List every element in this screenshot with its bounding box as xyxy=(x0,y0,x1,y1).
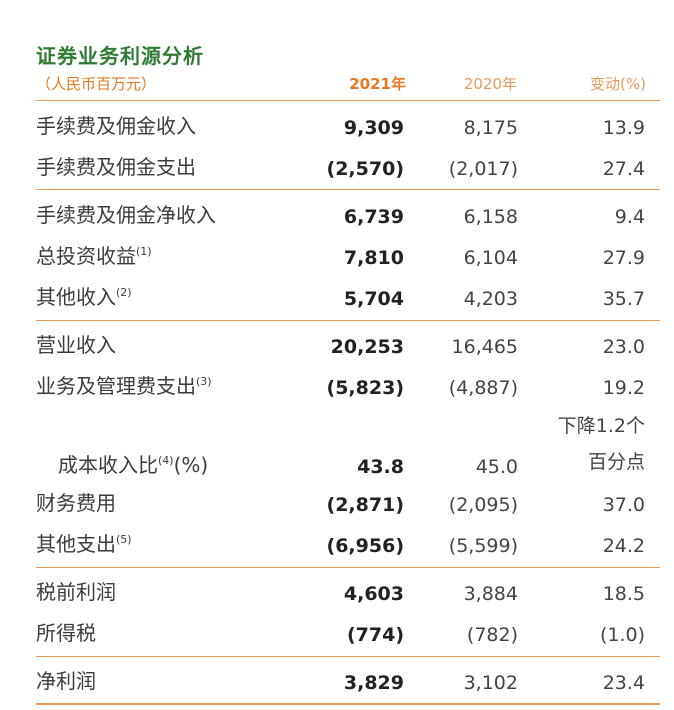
row-label: 财务费用 xyxy=(36,491,116,515)
value-change: 13.9 xyxy=(602,117,645,139)
value-2020: (2,017) xyxy=(448,158,518,180)
col-2020-header: 2020年 xyxy=(463,75,517,93)
value-2021: 20,253 xyxy=(330,336,404,358)
bottom-rule xyxy=(36,703,660,705)
value-2021: 6,739 xyxy=(343,206,404,228)
value-change: 9.4 xyxy=(614,206,645,228)
table-row: 业务及管理费支出(3) (5,823) (4,887) 19.2 xyxy=(36,373,660,403)
row-label: 手续费及佣金支出 xyxy=(36,155,196,179)
value-change: 27.9 xyxy=(602,247,645,269)
row-label: 其他收入(2) xyxy=(36,285,132,309)
table-row: 其他收入(2) 5,704 4,203 35.7 xyxy=(36,284,660,314)
value-2020: 45.0 xyxy=(475,456,518,478)
value-2021: (774) xyxy=(346,624,404,646)
table-row: 手续费及佣金支出 (2,570) (2,017) 27.4 xyxy=(36,154,660,184)
value-change: 19.2 xyxy=(602,377,645,399)
table-row: 净利润 3,829 3,102 23.4 xyxy=(36,668,660,698)
row-label: 手续费及佣金净收入 xyxy=(36,203,216,227)
value-change: 下降1.2个 百分点 xyxy=(557,415,645,473)
value-2021: (2,871) xyxy=(326,494,404,516)
row-label: 营业收入 xyxy=(36,333,116,357)
value-change: (1.0) xyxy=(599,624,645,646)
value-2021: (6,956) xyxy=(326,535,404,557)
value-2021: (2,570) xyxy=(326,158,404,180)
row-label: 手续费及佣金收入 xyxy=(36,114,196,138)
value-change: 37.0 xyxy=(602,494,645,516)
value-change: 23.0 xyxy=(602,336,645,358)
value-2021: 7,810 xyxy=(343,247,404,269)
unit-header: （人民币百万元） xyxy=(36,75,157,93)
table-row: 所得税 (774) (782) (1.0) xyxy=(36,620,660,650)
table-row: 营业收入 20,253 16,465 23.0 xyxy=(36,332,660,362)
value-2021: 43.8 xyxy=(357,456,404,478)
row-label: 其他支出(5) xyxy=(36,532,132,556)
table-row: 总投资收益(1) 7,810 6,104 27.9 xyxy=(36,243,660,273)
value-change: 18.5 xyxy=(602,583,645,605)
value-2020: 4,203 xyxy=(463,288,518,310)
table-row: 税前利润 4,603 3,884 18.5 xyxy=(36,579,660,609)
value-2020: (5,599) xyxy=(448,535,518,557)
row-label: 净利润 xyxy=(36,669,96,693)
value-change: 24.2 xyxy=(602,535,645,557)
row-label: 总投资收益(1) xyxy=(36,244,152,268)
value-2020: 3,102 xyxy=(463,672,518,694)
value-2020: (2,095) xyxy=(448,494,518,516)
header-rule xyxy=(36,100,660,101)
value-2020: 8,175 xyxy=(463,117,518,139)
col-2021-header: 2021年 xyxy=(349,75,406,93)
value-2020: (4,887) xyxy=(448,377,518,399)
value-change: 27.4 xyxy=(602,158,645,180)
table-row: 手续费及佣金收入 9,309 8,175 13.9 xyxy=(36,113,660,143)
value-2020: 6,158 xyxy=(463,206,518,228)
table-row: 手续费及佣金净收入 6,739 6,158 9.4 xyxy=(36,202,660,232)
section-rule xyxy=(36,656,660,657)
value-2021: 9,309 xyxy=(343,117,404,139)
value-2020: 16,465 xyxy=(451,336,518,358)
row-label: 业务及管理费支出(3) xyxy=(36,374,212,398)
value-2021: (5,823) xyxy=(326,377,404,399)
row-label: 税前利润 xyxy=(36,580,116,604)
value-2021: 3,829 xyxy=(343,672,404,694)
table-row: 其他支出(5) (6,956) (5,599) 24.2 xyxy=(36,531,660,561)
section-rule xyxy=(36,567,660,568)
value-change: 35.7 xyxy=(602,288,645,310)
value-2020: 6,104 xyxy=(463,247,518,269)
value-change: 23.4 xyxy=(602,672,645,694)
section-rule xyxy=(36,189,660,190)
page-title: 证券业务利源分析 xyxy=(36,44,204,68)
row-label: 成本收入比(4)(%) xyxy=(58,453,209,477)
table-row: 财务费用 (2,871) (2,095) 37.0 xyxy=(36,490,660,520)
section-rule xyxy=(36,320,660,321)
col-change-header: 变动(%) xyxy=(590,75,646,93)
value-2021: 5,704 xyxy=(343,288,404,310)
table-row: 成本收入比(4)(%) 43.8 45.0 下降1.2个 百分点 xyxy=(36,412,660,482)
row-label: 所得税 xyxy=(36,621,96,645)
value-2021: 4,603 xyxy=(343,583,404,605)
value-2020: 3,884 xyxy=(463,583,518,605)
value-2020: (782) xyxy=(466,624,518,646)
